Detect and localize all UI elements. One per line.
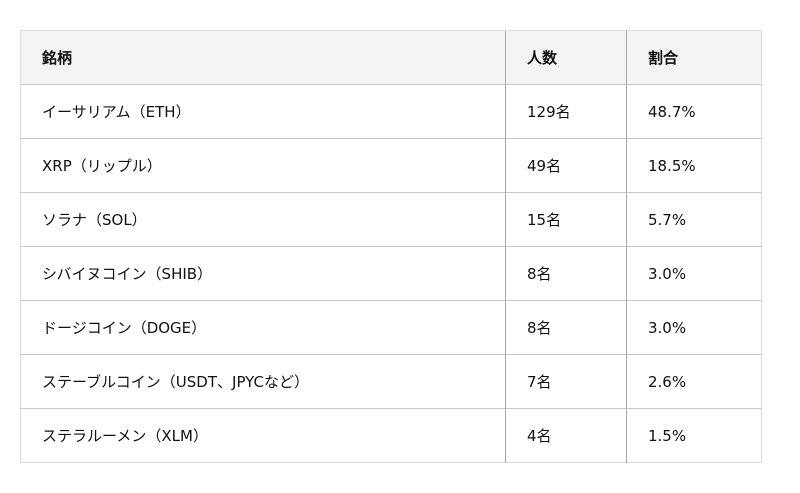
table-row: XRP（リップル） 49名 18.5%: [20, 138, 762, 193]
header-ratio: 割合: [626, 30, 762, 85]
cell-count: 4名: [505, 408, 627, 463]
table-row: イーサリアム（ETH） 129名 48.7%: [20, 84, 762, 139]
cell-ratio: 18.5%: [626, 138, 762, 193]
cell-ratio: 2.6%: [626, 354, 762, 409]
cell-count: 49名: [505, 138, 627, 193]
cell-count: 8名: [505, 300, 627, 355]
table-row: ステーブルコイン（USDT、JPYCなど） 7名 2.6%: [20, 354, 762, 409]
table-header-row: 銘柄 人数 割合: [20, 30, 762, 85]
cell-coin: イーサリアム（ETH）: [20, 84, 506, 139]
cell-count: 15名: [505, 192, 627, 247]
cell-coin: シバイヌコイン（SHIB）: [20, 246, 506, 301]
cell-coin: ステーブルコイン（USDT、JPYCなど）: [20, 354, 506, 409]
cell-coin: XRP（リップル）: [20, 138, 506, 193]
cell-coin: ステラルーメン（XLM）: [20, 408, 506, 463]
cell-ratio: 3.0%: [626, 246, 762, 301]
header-coin: 銘柄: [20, 30, 506, 85]
cell-ratio: 3.0%: [626, 300, 762, 355]
cell-ratio: 5.7%: [626, 192, 762, 247]
cell-coin: ソラナ（SOL）: [20, 192, 506, 247]
cell-ratio: 48.7%: [626, 84, 762, 139]
table-row: ドージコイン（DOGE） 8名 3.0%: [20, 300, 762, 355]
cell-count: 7名: [505, 354, 627, 409]
cell-count: 8名: [505, 246, 627, 301]
header-count: 人数: [505, 30, 627, 85]
table-row: シバイヌコイン（SHIB） 8名 3.0%: [20, 246, 762, 301]
table-row: ステラルーメン（XLM） 4名 1.5%: [20, 408, 762, 463]
crypto-holdings-table: 銘柄 人数 割合 イーサリアム（ETH） 129名 48.7% XRP（リップル） 49…: [20, 30, 762, 463]
cell-coin: ドージコイン（DOGE）: [20, 300, 506, 355]
cell-count: 129名: [505, 84, 627, 139]
cell-ratio: 1.5%: [626, 408, 762, 463]
table-row: ソラナ（SOL） 15名 5.7%: [20, 192, 762, 247]
